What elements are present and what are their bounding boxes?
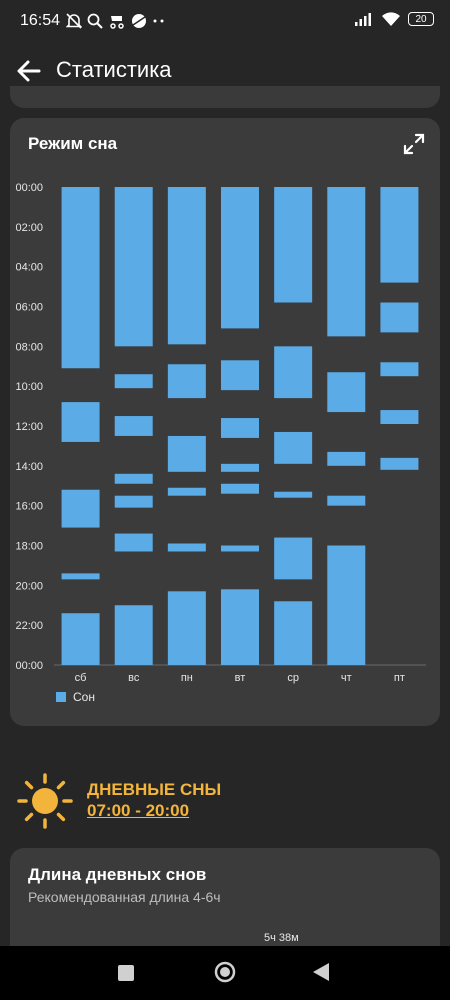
expand-icon[interactable] — [402, 132, 426, 156]
sleep-bar-вт — [221, 483, 259, 494]
sleep-bar-вт — [221, 589, 259, 665]
sleep-bar-пн — [167, 187, 206, 345]
sleep-bar-вт — [221, 187, 259, 329]
sleep-bar-вт — [221, 418, 259, 438]
sleep-bar-чт — [327, 372, 366, 413]
y-tick-label: 00:00 — [15, 182, 43, 194]
sleep-bar-пн — [167, 364, 206, 399]
sleep-bar-вс — [114, 416, 153, 436]
signal-icon — [355, 13, 371, 26]
bell-off-icon — [66, 13, 82, 29]
back-button[interactable] — [312, 962, 330, 982]
x-tick-label: вт — [235, 672, 246, 684]
legend-label: Сон — [73, 690, 95, 704]
sleep-bar-сб — [61, 489, 100, 528]
sleep-bar-ср — [274, 601, 313, 665]
y-tick-label: 20:00 — [15, 580, 43, 592]
sleep-bar-вс — [114, 605, 153, 665]
nap-length-card: Длина дневных снов Рекомендованная длина… — [10, 848, 440, 958]
sleep-bar-чт — [327, 187, 366, 337]
previous-card-edge — [10, 86, 440, 108]
sleep-chart-card: Режим сна 00:00 02:00 04:00 06:00 08:00 10:00… — [10, 118, 440, 726]
sleep-bar-чт — [327, 495, 366, 506]
battery-icon: 20 — [408, 12, 434, 26]
sleep-bar-вс — [114, 533, 153, 552]
recents-button[interactable] — [118, 965, 134, 981]
sleep-bar-сб — [61, 187, 100, 369]
daytime-naps-time-range[interactable]: 07:00 - 20:00 — [87, 801, 190, 820]
back-arrow-button[interactable] — [12, 54, 46, 88]
y-tick-label: 04:00 — [15, 262, 43, 274]
y-tick-label: 18:00 — [15, 541, 43, 553]
legend-swatch — [56, 692, 66, 702]
x-tick-label: ср — [287, 672, 299, 684]
status-icons-left — [66, 11, 166, 31]
sleep-bar-чт — [327, 545, 366, 665]
sleep-bar-сб — [61, 613, 100, 665]
sleep-bar-вт — [221, 360, 259, 391]
wifi-icon — [382, 12, 400, 26]
y-tick-label: 02:00 — [15, 222, 43, 234]
sleep-bar-пт — [380, 457, 419, 470]
sleep-bar-чт — [327, 451, 366, 466]
sun-icon — [17, 773, 73, 829]
sleep-bar-сб — [61, 402, 100, 442]
status-time: 16:54 — [20, 12, 61, 29]
y-tick-label: 10:00 — [15, 381, 43, 393]
y-tick-label: 06:00 — [15, 302, 43, 314]
chart-legend: Сон — [56, 690, 95, 704]
home-button[interactable] — [214, 961, 236, 983]
nap-length-subtitle: Рекомендованная длина 4-6ч — [28, 889, 221, 905]
system-nav-bar — [0, 946, 450, 1000]
y-tick-label: 14:00 — [15, 461, 43, 473]
status-bar: 16:54 20 — [0, 0, 450, 42]
sleep-bar-вт — [221, 545, 259, 552]
y-tick-label: 08:00 — [15, 341, 43, 353]
y-tick-label: 00:00 — [15, 660, 43, 672]
sleep-bar-пт — [380, 410, 419, 425]
sleep-bar-ср — [274, 431, 313, 464]
x-tick-label: сб — [75, 672, 87, 684]
sleep-bar-пт — [380, 187, 419, 283]
ball-icon — [132, 14, 146, 28]
chart-card-title: Режим сна — [28, 134, 118, 153]
sleep-bar-пн — [167, 435, 206, 472]
x-tick-label: пт — [394, 672, 405, 684]
nap-length-title: Длина дневных снов — [28, 865, 207, 884]
sleep-bar-пт — [380, 362, 419, 377]
app-bar: Статистика — [0, 42, 450, 100]
y-tick-label: 16:00 — [15, 501, 43, 513]
sleep-chart: 00:00 02:00 04:00 06:00 08:00 10:00 12:00 14:00… — [15, 182, 426, 684]
sleep-bar-вс — [114, 187, 153, 347]
sleep-bar-пн — [167, 591, 206, 665]
stroller-icon — [110, 16, 124, 29]
sleep-bar-ср — [274, 537, 313, 580]
sleep-bar-вс — [114, 374, 153, 389]
more-dots-icon — [153, 19, 164, 23]
x-tick-label: пн — [181, 672, 193, 684]
sleep-bar-пт — [380, 302, 419, 333]
sleep-bar-вт — [221, 463, 259, 472]
x-tick-label: чт — [341, 672, 352, 684]
sleep-bar-сб — [61, 573, 100, 580]
page-title: Статистика — [56, 57, 172, 82]
sleep-bar-ср — [274, 187, 313, 303]
sleep-bar-вс — [114, 495, 153, 508]
sleep-bar-пн — [167, 487, 206, 496]
y-tick-label: 22:00 — [15, 620, 43, 632]
status-icons-right: 20 — [354, 11, 434, 27]
y-tick-label: 12:00 — [15, 421, 43, 433]
nap-length-value: 5ч 38м — [264, 932, 299, 944]
daytime-naps-title: ДНЕВНЫЕ СНЫ — [87, 780, 222, 799]
sleep-bar-пн — [167, 543, 206, 552]
sleep-bar-вс — [114, 473, 153, 484]
daytime-naps-section[interactable]: ДНЕВНЫЕ СНЫ 07:00 - 20:00 — [0, 760, 450, 840]
x-tick-label: вс — [128, 672, 140, 684]
search-icon — [87, 13, 103, 29]
sleep-bar-ср — [274, 491, 313, 498]
sleep-bar-ср — [274, 346, 313, 399]
